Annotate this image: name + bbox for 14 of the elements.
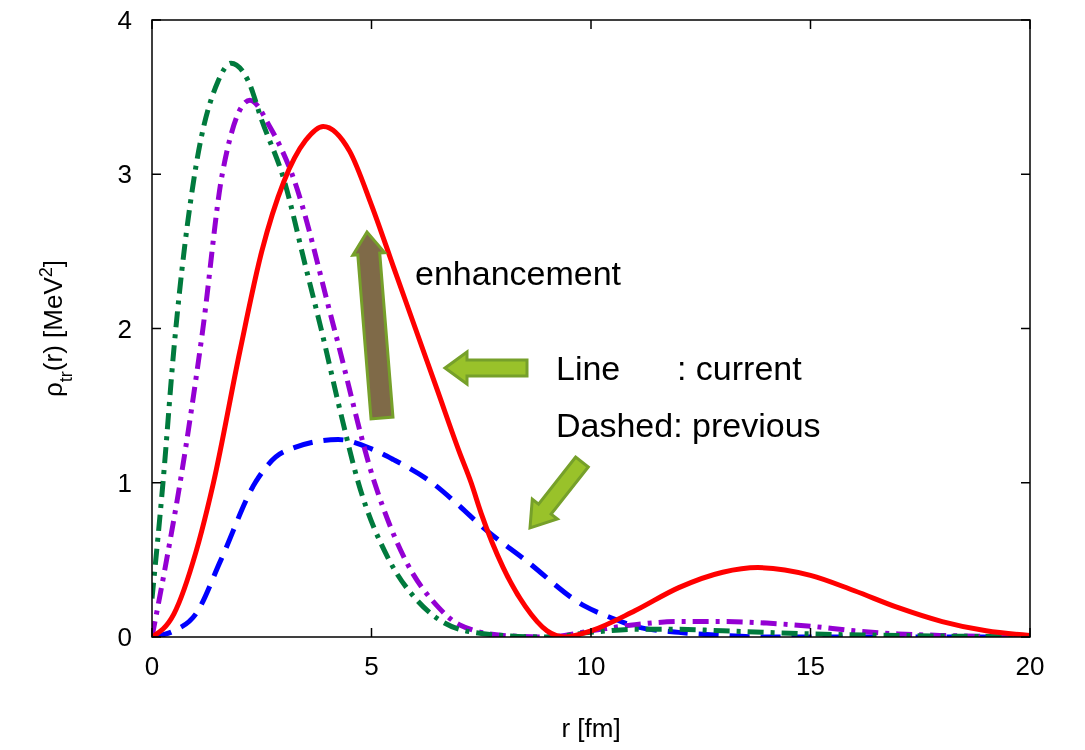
y-tick-label: 4 xyxy=(117,5,132,35)
x-tick-label: 0 xyxy=(144,651,160,681)
y-tick-label: 3 xyxy=(117,159,132,190)
x-tick-label: 5 xyxy=(364,651,379,681)
annotation: enhancement xyxy=(415,254,622,292)
x-tick-label: 15 xyxy=(796,651,825,681)
y-tick-label: 2 xyxy=(117,313,132,344)
annotation: Dashed: previous xyxy=(556,406,821,444)
y-tick-label: 1 xyxy=(117,467,132,498)
x-tick-label: 20 xyxy=(1015,651,1045,681)
x-tick-label: 10 xyxy=(576,651,606,681)
annotation: Line : current xyxy=(556,349,803,387)
y-tick-label: 0 xyxy=(117,622,132,652)
x-axis-title: r [fm] xyxy=(561,713,621,743)
